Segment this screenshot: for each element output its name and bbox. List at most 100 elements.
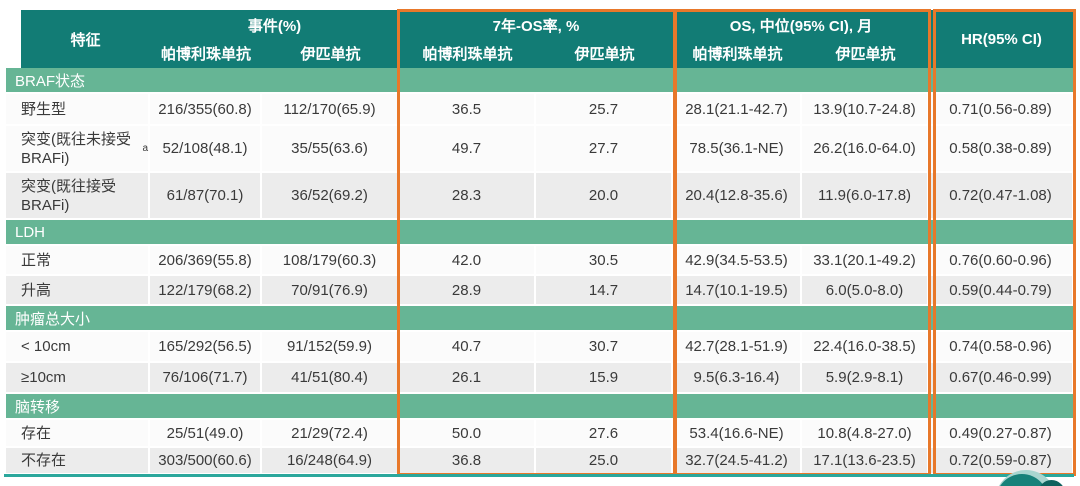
data-cell: 303/500(60.6) [150,448,262,475]
data-cell: 27.6 [536,420,673,448]
subheader-osmedian-pembrolizumab: 帕博利珠单抗 [673,38,802,68]
table-header: 特征 事件(%) 7年-OS率, % OS, 中位(95% CI), 月 HR(… [6,10,1074,68]
row-label: 正常 [6,246,150,276]
data-cell: 25.7 [536,94,673,126]
column-group-os-median: OS, 中位(95% CI), 月 [673,10,929,38]
data-cell: 16/248(64.9) [262,448,399,475]
table-row: ≥10cm 76/106(71.7) 41/51(80.4) 26.1 15.9 9.5(… [6,363,1074,394]
data-cell: 36.5 [399,94,536,126]
data-cell: 0.72(0.47-1.08) [929,173,1074,220]
data-cell: 165/292(56.5) [150,332,262,363]
data-cell: 42.0 [399,246,536,276]
data-cell: 25/51(49.0) [150,420,262,448]
subheader-osrate-ipilimumab: 伊匹单抗 [536,38,673,68]
row-label: 突变(既往未接受BRAFi) a [6,126,150,173]
data-cell: 32.7(24.5-41.2) [673,448,802,475]
data-cell: 52/108(48.1) [150,126,262,173]
data-cell: 28.9 [399,276,536,306]
data-cell: 112/170(65.9) [262,94,399,126]
table-row: 正常 206/369(55.8) 108/179(60.3) 42.0 30.5 42.9… [6,246,1074,276]
data-cell: 50.0 [399,420,536,448]
data-cell: 5.9(2.9-8.1) [802,363,929,394]
row-label-text: < 10cm [21,338,71,355]
row-label: 野生型 [6,94,150,126]
row-label: 突变(既往接受BRAFi) [6,173,150,220]
subheader-osrate-pembrolizumab: 帕博利珠单抗 [399,38,536,68]
column-group-os-rate: 7年-OS率, % [399,10,673,38]
row-label: ≥10cm [6,363,150,394]
data-cell: 9.5(6.3-16.4) [673,363,802,394]
data-cell: 26.2(16.0-64.0) [802,126,929,173]
data-cell: 20.0 [536,173,673,220]
data-cell: 0.49(0.27-0.87) [929,420,1074,448]
table-body: BRAF状态 野生型 216/355(60.8) 112/170(65.9) 36.5 2… [6,68,1074,475]
row-label: 存在 [6,420,150,448]
data-cell: 6.0(5.0-8.0) [802,276,929,306]
subheader-events-ipilimumab: 伊匹单抗 [262,38,399,68]
data-cell: 122/179(68.2) [150,276,262,306]
data-cell: 78.5(36.1-NE) [673,126,802,173]
data-cell: 0.74(0.58-0.96) [929,332,1074,363]
data-cell: 70/91(76.9) [262,276,399,306]
data-cell: 30.7 [536,332,673,363]
section-header-row: 肿瘤总大小 [6,306,1074,332]
data-cell: 42.9(34.5-53.5) [673,246,802,276]
data-cell: 35/55(63.6) [262,126,399,173]
row-label: 不存在 [6,448,150,475]
data-cell: 30.5 [536,246,673,276]
data-cell: 76/106(71.7) [150,363,262,394]
table-row: 突变(既往接受BRAFi) 61/87(70.1) 36/52(69.2) 28.3 2… [6,173,1074,220]
data-cell: 25.0 [536,448,673,475]
data-cell: 0.58(0.38-0.89) [929,126,1074,173]
data-cell: 10.8(4.8-27.0) [802,420,929,448]
subheader-events-pembrolizumab: 帕博利珠单抗 [150,38,262,68]
row-label-text: 正常 [21,251,52,269]
data-cell: 53.4(16.6-NE) [673,420,802,448]
data-cell: 0.72(0.59-0.87) [929,448,1074,475]
table-row: 野生型 216/355(60.8) 112/170(65.9) 36.5 25.7 28.… [6,94,1074,126]
section-header-row: LDH [6,220,1074,246]
data-cell: 28.3 [399,173,536,220]
data-cell: 49.7 [399,126,536,173]
data-cell: 41/51(80.4) [262,363,399,394]
data-cell: 14.7(10.1-19.5) [673,276,802,306]
data-cell: 20.4(12.8-35.6) [673,173,802,220]
row-label: 升高 [6,276,150,306]
table-row: < 10cm 165/292(56.5) 91/152(59.9) 40.7 30.7 4… [6,332,1074,363]
table-row: 不存在 303/500(60.6) 16/248(64.9) 36.8 25.0 32.7… [6,448,1074,475]
data-cell: 17.1(13.6-23.5) [802,448,929,475]
data-cell: 15.9 [536,363,673,394]
data-cell: 108/179(60.3) [262,246,399,276]
data-cell: 61/87(70.1) [150,173,262,220]
data-cell: 216/355(60.8) [150,94,262,126]
data-cell: 33.1(20.1-49.2) [802,246,929,276]
data-cell: 206/369(55.8) [150,246,262,276]
data-cell: 0.76(0.60-0.96) [929,246,1074,276]
data-cell: 36.8 [399,448,536,475]
column-group-events: 事件(%) [150,10,399,38]
subheader-osmedian-ipilimumab: 伊匹单抗 [802,38,929,68]
logo-circle-small [1038,480,1065,486]
data-cell: 0.67(0.46-0.99) [929,363,1074,394]
data-cell: 26.1 [399,363,536,394]
row-label-text: 野生型 [21,100,67,118]
data-cell: 42.7(28.1-51.9) [673,332,802,363]
subgroup-table: 特征 事件(%) 7年-OS率, % OS, 中位(95% CI), 月 HR(… [6,10,1074,475]
row-label-text: 不存在 [21,452,67,469]
row-label-text: 存在 [21,424,52,442]
data-cell: 21/29(72.4) [262,420,399,448]
data-cell: 0.71(0.56-0.89) [929,94,1074,126]
logo-circle-dark [996,474,1048,486]
row-label-text: 突变(既往接受BRAFi) [21,177,116,214]
column-header-feature: 特征 [21,10,150,68]
data-cell: 27.7 [536,126,673,173]
row-label: < 10cm [6,332,150,363]
data-cell: 14.7 [536,276,673,306]
table-row: 存在 25/51(49.0) 21/29(72.4) 50.0 27.6 53.4(16.… [6,420,1074,448]
data-cell: 11.9(6.0-17.8) [802,173,929,220]
data-cell: 36/52(69.2) [262,173,399,220]
data-cell: 28.1(21.1-42.7) [673,94,802,126]
data-cell: 40.7 [399,332,536,363]
table-bottom-rule [4,474,1074,477]
